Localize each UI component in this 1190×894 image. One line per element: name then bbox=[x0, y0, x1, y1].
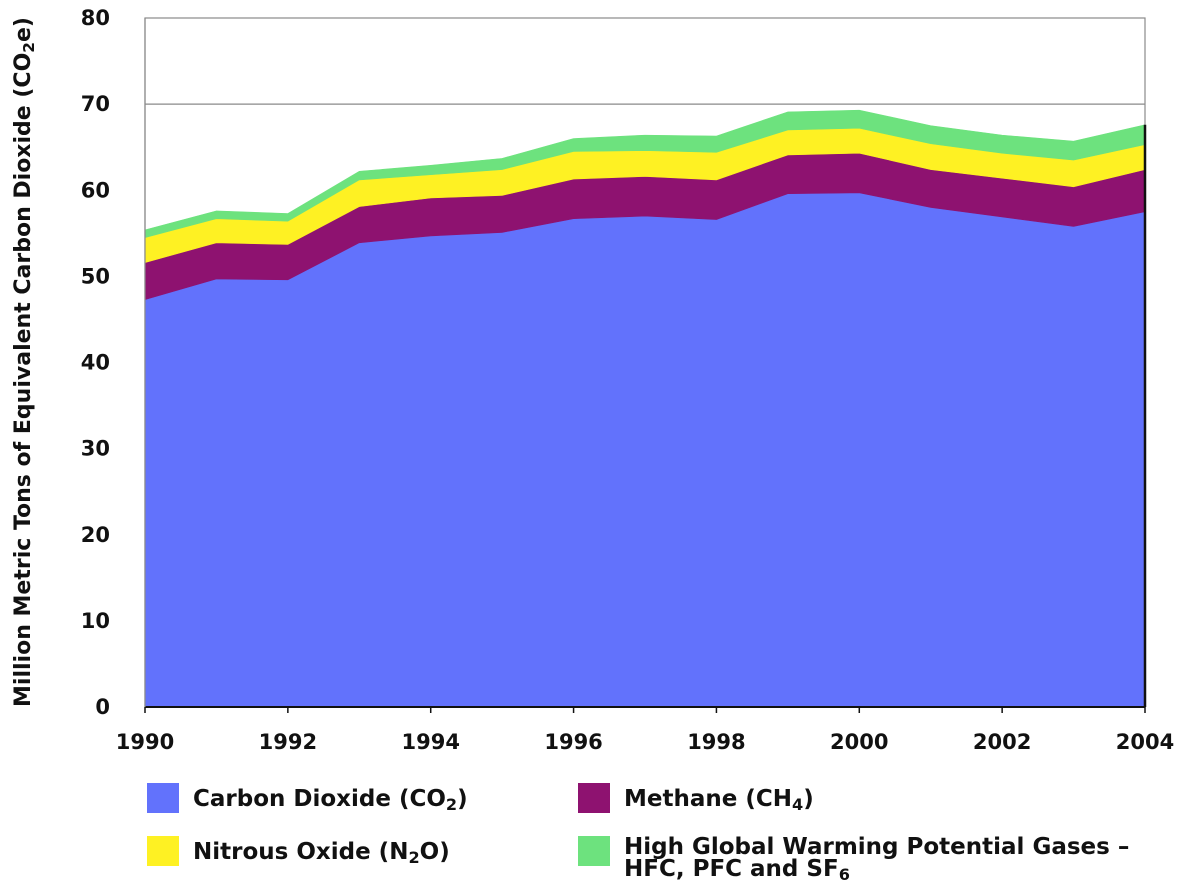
y-tick-label: 10 bbox=[81, 609, 110, 633]
legend-label-3-part-1: HFC, PFC and SF bbox=[624, 856, 839, 882]
legend-swatch-0 bbox=[147, 783, 179, 813]
x-tick-label: 1994 bbox=[401, 730, 459, 754]
legend-label-1-part-0: Methane (CH bbox=[624, 786, 792, 812]
x-tick-label: 1992 bbox=[259, 730, 317, 754]
legend-label-2-part-1: 2 bbox=[408, 848, 419, 867]
y-tick-label: 30 bbox=[81, 437, 110, 461]
x-tick-label: 2004 bbox=[1116, 730, 1174, 754]
y-axis-label: Million Metric Tons of Equivalent Carbon… bbox=[11, 17, 38, 707]
legend-label-0: Carbon Dioxide (CO2) bbox=[193, 786, 468, 814]
legend-swatch-3 bbox=[578, 836, 610, 866]
y-tick-label: 80 bbox=[81, 6, 110, 30]
y-tick-label: 0 bbox=[95, 695, 110, 719]
legend-label-0-part-2: ) bbox=[457, 786, 468, 812]
x-tick-label: 2002 bbox=[973, 730, 1031, 754]
legend-label-0-part-0: Carbon Dioxide (CO bbox=[193, 786, 446, 812]
y-tick-label: 60 bbox=[81, 178, 110, 202]
legend-label-3-part-2: 6 bbox=[839, 865, 850, 884]
legend-swatch-1 bbox=[578, 783, 610, 813]
legend-label-3: High Global Warming Potential Gases – HFC… bbox=[624, 834, 1129, 884]
x-tick-label: 1990 bbox=[116, 730, 174, 754]
y-tick-label: 40 bbox=[81, 351, 110, 375]
y-axis-label-part-2: e) bbox=[11, 17, 36, 42]
legend-label-0-part-1: 2 bbox=[446, 795, 457, 814]
y-axis-label-part-1: 2 bbox=[20, 42, 38, 53]
legend-label-3-part-0: High Global Warming Potential Gases – bbox=[624, 834, 1129, 860]
x-tick-label: 2000 bbox=[830, 730, 888, 754]
x-tick-label: 1996 bbox=[544, 730, 602, 754]
y-tick-label: 20 bbox=[81, 523, 110, 547]
legend-label-1: Methane (CH4) bbox=[624, 786, 814, 814]
legend-swatch-2 bbox=[147, 836, 179, 866]
legend-label-2-part-2: O) bbox=[420, 839, 450, 865]
y-axis-label-part-0: Million Metric Tons of Equivalent Carbon… bbox=[11, 53, 36, 707]
legend-label-1-part-2: ) bbox=[803, 786, 814, 812]
x-tick-label: 1998 bbox=[687, 730, 745, 754]
y-tick-label: 70 bbox=[81, 92, 110, 116]
legend-label-2: Nitrous Oxide (N2O) bbox=[193, 839, 450, 867]
legend-label-1-part-1: 4 bbox=[792, 795, 803, 814]
y-tick-label: 50 bbox=[81, 264, 110, 288]
legend-label-2-part-0: Nitrous Oxide (N bbox=[193, 839, 408, 865]
